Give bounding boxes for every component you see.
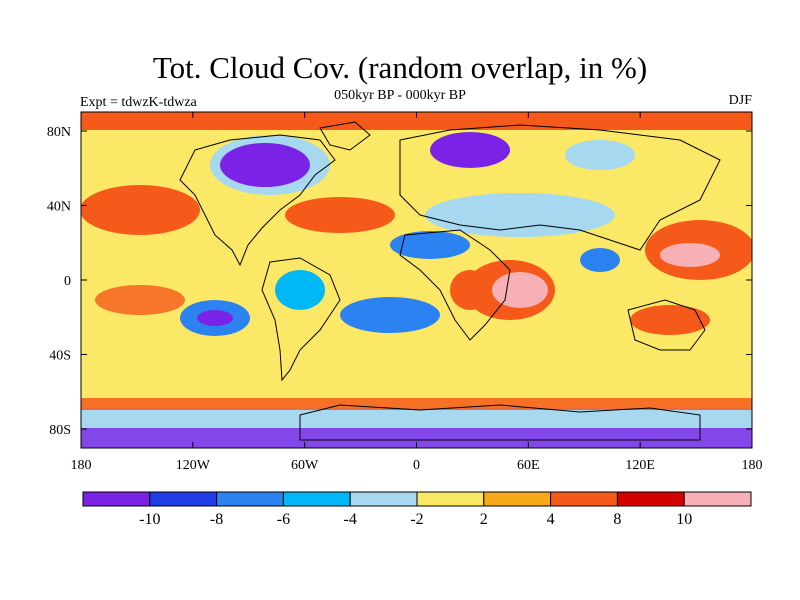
colorbar-label: 8 — [613, 511, 621, 528]
colorbar-box — [483, 491, 552, 507]
africa-pink — [492, 272, 548, 308]
eurasia-blue — [425, 193, 615, 237]
antarctica-outline — [299, 404, 701, 441]
x-tick-label: 120E — [625, 458, 655, 473]
south-atlantic-blue — [340, 297, 440, 333]
south-pacific-core — [197, 310, 233, 326]
y-tick-label: 80S — [49, 423, 71, 438]
colorbar: -10 -8 -6 -4 -2 2 4 8 10 — [82, 491, 752, 528]
y-tick-label: 80N — [47, 125, 71, 140]
north-america-purple — [220, 143, 310, 187]
coastlines — [179, 121, 721, 441]
y-tick-label: 0 — [64, 274, 71, 289]
antarctic-core — [81, 428, 752, 448]
plot-subtitle: 050kyr BP - 000kyr BP — [334, 88, 466, 103]
scandinavia-purple — [430, 132, 510, 168]
india-blue — [580, 248, 620, 272]
australia-outline — [627, 299, 706, 351]
colorbar-label: 2 — [480, 511, 488, 528]
colorbar-label: 10 — [676, 511, 692, 528]
eurasia-outline — [399, 124, 721, 251]
y-axis: 80N 40N 0 40S 80S — [47, 125, 752, 438]
colorbar-label: -6 — [277, 511, 290, 528]
colorbar-box — [349, 491, 418, 507]
southern-ocean-band — [81, 398, 752, 410]
colorbar-label: -8 — [210, 511, 223, 528]
cloud-cover-field — [81, 112, 752, 448]
colorbar-box — [683, 491, 752, 507]
experiment-label: Expt = tdwzK-tdwza — [80, 95, 197, 110]
colorbar-box — [149, 491, 218, 507]
plot-title: Tot. Cloud Cov. (random overlap, in %) — [152, 50, 648, 85]
colorbar-box — [216, 491, 284, 507]
x-tick-label: 180 — [742, 458, 763, 473]
north-atlantic-orange — [285, 197, 395, 233]
north-america-outline — [179, 134, 336, 267]
x-tick-label: 60E — [517, 458, 540, 473]
y-tick-label: 40N — [47, 200, 71, 215]
colorbar-label: -10 — [139, 511, 160, 528]
x-tick-label: 120W — [176, 458, 211, 473]
south-atlantic-orange — [450, 270, 490, 310]
australia-orange — [630, 305, 710, 335]
greenland-outline — [319, 121, 371, 151]
colorbar-label: 4 — [547, 511, 555, 528]
colorbar-box — [82, 491, 151, 507]
season-label: DJF — [728, 93, 752, 108]
east-pacific-orange — [95, 285, 185, 315]
africa-outline — [399, 229, 511, 341]
x-tick-label: 60W — [291, 458, 319, 473]
x-tick-label: 180 — [71, 458, 92, 473]
colorbar-label: -4 — [344, 511, 357, 528]
y-tick-label: 40S — [49, 349, 71, 364]
colorbar-box — [282, 491, 351, 507]
west-pacific-core — [660, 243, 720, 267]
mediterranean-blue — [390, 231, 470, 259]
arctic-band — [81, 112, 752, 130]
siberia-blue — [565, 140, 635, 170]
colorbar-box — [416, 491, 485, 507]
north-pacific-patch — [81, 185, 200, 235]
colorbar-box — [616, 491, 685, 507]
field-background — [81, 112, 752, 448]
colorbar-label: -2 — [410, 511, 423, 528]
x-tick-label: 0 — [413, 458, 420, 473]
amazon-blue — [275, 270, 325, 310]
colorbar-box — [550, 491, 618, 507]
south-america-outline — [261, 257, 341, 382]
x-axis: 180 120W 60W 0 60E 120E 180 — [71, 112, 763, 473]
